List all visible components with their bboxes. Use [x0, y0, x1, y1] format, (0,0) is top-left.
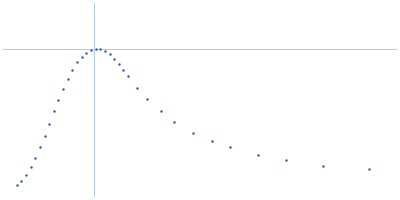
Point	[23, 173, 29, 176]
Point	[116, 63, 122, 66]
Point	[32, 157, 38, 160]
Point	[69, 68, 76, 71]
Point	[157, 110, 164, 113]
Point	[208, 140, 215, 143]
Point	[283, 159, 289, 162]
Point	[88, 48, 94, 51]
Point	[60, 87, 66, 90]
Point	[55, 98, 62, 101]
Point	[92, 47, 99, 51]
Point	[18, 179, 24, 183]
Point	[120, 68, 127, 71]
Point	[255, 153, 261, 156]
Point	[46, 122, 52, 126]
Point	[83, 51, 90, 54]
Point	[144, 97, 150, 100]
Point	[78, 55, 85, 59]
Point	[28, 166, 34, 169]
Point	[51, 110, 57, 113]
Point	[125, 74, 131, 78]
Point	[106, 53, 113, 56]
Point	[134, 86, 140, 89]
Point	[74, 61, 80, 64]
Point	[14, 184, 20, 187]
Point	[190, 131, 196, 135]
Point	[320, 164, 326, 167]
Point	[64, 77, 71, 80]
Point	[111, 57, 117, 60]
Point	[366, 168, 372, 171]
Point	[41, 134, 48, 137]
Point	[37, 146, 43, 149]
Point	[171, 121, 178, 124]
Point	[97, 47, 104, 51]
Point	[227, 146, 233, 149]
Point	[102, 49, 108, 52]
